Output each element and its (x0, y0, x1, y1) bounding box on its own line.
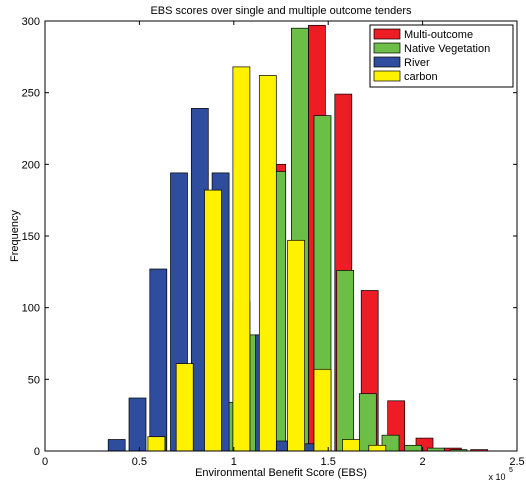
y-tick-label-0: 0 (34, 446, 40, 458)
x-tick-label-4: 2 (420, 456, 426, 468)
bar-carbon-0 (147, 436, 166, 452)
bar-carbon-3 (232, 66, 251, 452)
x-tick-label-3: 1.5 (321, 456, 336, 468)
bar-layer (107, 24, 489, 452)
x-axis-label: Environmental Benefit Score (EBS) (195, 467, 367, 479)
bar-carbon-7 (342, 439, 360, 452)
legend-swatch-carbon (373, 70, 401, 82)
y-tick-label-4: 200 (22, 159, 40, 171)
x-multiplier: x 10 5 (488, 467, 513, 482)
bar-native-vegetation-6 (336, 270, 355, 452)
bar-carbon-8 (368, 444, 387, 452)
bar-native-vegetation-9 (404, 444, 423, 452)
bar-river-2 (149, 268, 168, 452)
bar-carbon-4 (258, 75, 277, 452)
legend-label-multi-outcome: Multi-outcome (404, 29, 473, 41)
x-tick-label-0: 0 (42, 456, 48, 468)
plot-frame (44, 20, 518, 452)
y-tick-label-1: 50 (28, 374, 40, 386)
bar-river-1 (128, 397, 147, 452)
bar-carbon-6 (313, 368, 332, 452)
bar-carbon-5 (287, 239, 305, 452)
y-tick-label-5: 250 (22, 88, 40, 100)
x-multiplier-exponent: 5 (509, 467, 513, 474)
legend-swatch-native-vegetation (373, 42, 401, 54)
legend-label-river: River (404, 57, 430, 69)
legend-swatch-river (373, 56, 401, 68)
legend-label-carbon: carbon (404, 71, 438, 83)
legend: Multi-outcome Native Vegetation River carbo… (369, 24, 514, 88)
bar-carbon-2 (204, 189, 222, 452)
y-tick-label-2: 100 (22, 303, 40, 315)
x-tick-label-2: 1 (231, 456, 237, 468)
x-tick-label-1: 0.5 (132, 456, 147, 468)
bar-river-0 (107, 439, 126, 452)
y-axis-label: Frequency (9, 210, 21, 262)
x-multiplier-label: x 10 (488, 472, 505, 482)
chart-title: EBS scores over single and multiple outc… (150, 5, 412, 17)
bar-native-vegetation-7 (358, 393, 377, 452)
y-tick-label-6: 300 (22, 16, 40, 28)
bar-carbon-1 (175, 363, 194, 452)
legend-label-native-vegetation: Native Vegetation (404, 43, 490, 55)
legend-swatch-multi-outcome (373, 28, 401, 40)
x-tick-label-5: 2.5 (509, 456, 524, 468)
y-tick-label-3: 150 (22, 231, 40, 243)
